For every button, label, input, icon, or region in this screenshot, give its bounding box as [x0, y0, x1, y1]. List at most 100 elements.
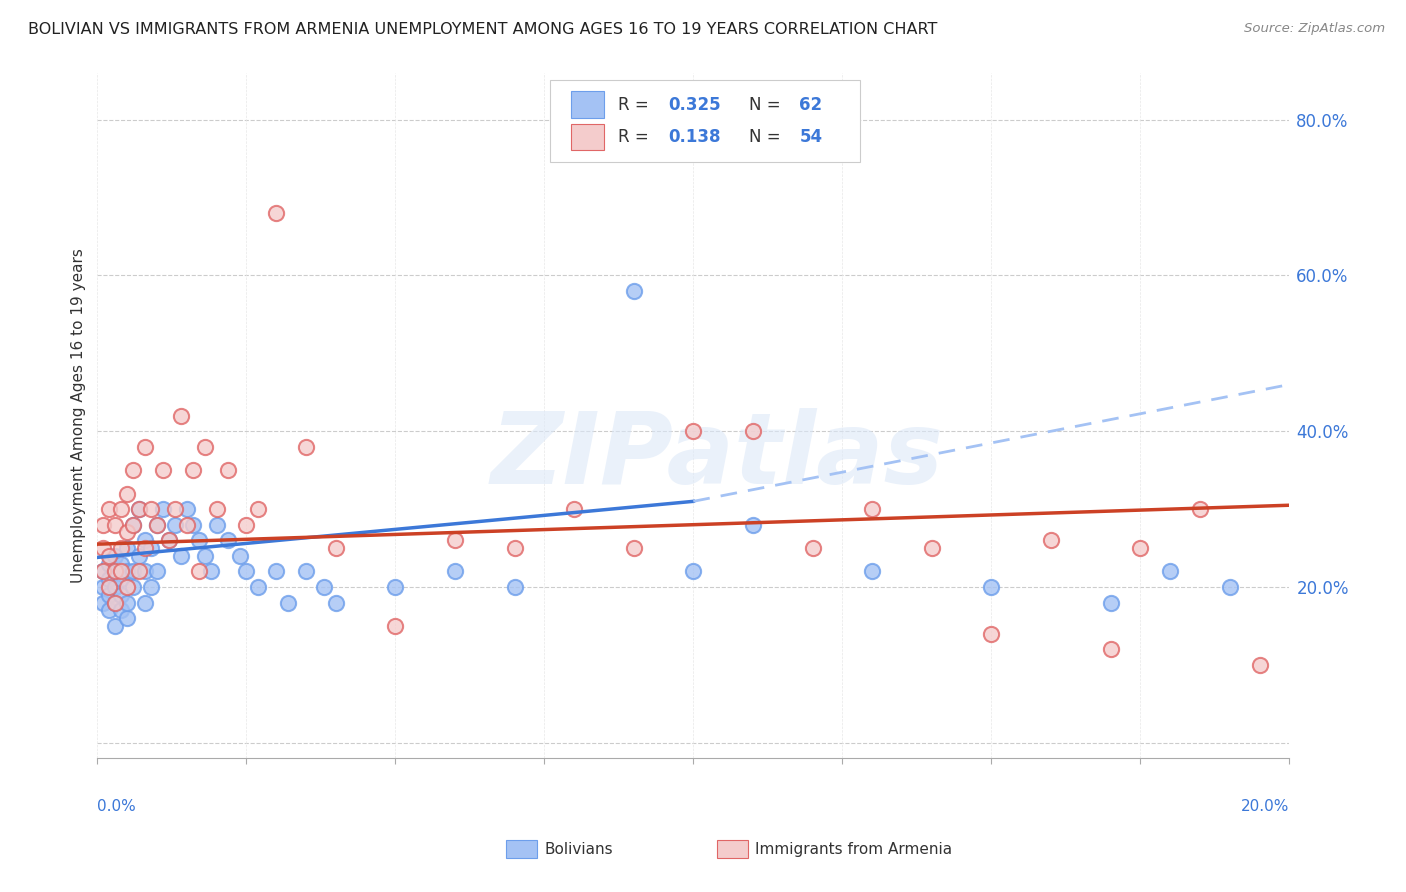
Point — [139, 580, 162, 594]
Point — [170, 409, 193, 423]
Point — [1159, 565, 1181, 579]
Text: R =: R = — [619, 128, 659, 146]
Text: BOLIVIAN VS IMMIGRANTS FROM ARMENIA UNEMPLOYMENT AMONG AGES 16 TO 19 YEARS CORRE: BOLIVIAN VS IMMIGRANTS FROM ARMENIA UNEM… — [28, 22, 938, 37]
Text: 20.0%: 20.0% — [1241, 799, 1289, 814]
Point — [194, 549, 217, 563]
Point — [1188, 502, 1211, 516]
Point — [860, 565, 883, 579]
Bar — [571, 124, 605, 151]
Point — [128, 502, 150, 516]
Point — [295, 440, 318, 454]
Point — [801, 541, 824, 555]
Point — [562, 502, 585, 516]
Point — [235, 517, 257, 532]
Point — [134, 596, 156, 610]
Point — [1249, 657, 1271, 672]
Point — [115, 525, 138, 540]
Point — [163, 517, 186, 532]
Text: Immigrants from Armenia: Immigrants from Armenia — [755, 842, 952, 856]
Point — [194, 440, 217, 454]
Point — [181, 517, 204, 532]
Point — [91, 565, 114, 579]
Point — [163, 502, 186, 516]
Point — [104, 549, 127, 563]
Point — [128, 565, 150, 579]
Point — [325, 596, 347, 610]
Point — [91, 596, 114, 610]
Point — [444, 533, 467, 548]
Point — [98, 580, 121, 594]
Text: Bolivians: Bolivians — [544, 842, 613, 856]
Point — [104, 580, 127, 594]
Point — [110, 502, 132, 516]
Point — [623, 541, 645, 555]
Point — [110, 565, 132, 579]
Point — [128, 549, 150, 563]
Text: Source: ZipAtlas.com: Source: ZipAtlas.com — [1244, 22, 1385, 36]
Point — [176, 502, 198, 516]
Point — [146, 517, 169, 532]
Point — [1099, 596, 1122, 610]
Point — [682, 565, 704, 579]
Point — [110, 603, 132, 617]
Point — [742, 517, 765, 532]
Point — [217, 463, 239, 477]
Point — [277, 596, 299, 610]
Point — [110, 572, 132, 586]
Point — [115, 611, 138, 625]
Point — [91, 541, 114, 555]
Point — [1099, 642, 1122, 657]
Point — [312, 580, 335, 594]
Point — [157, 533, 180, 548]
Point — [235, 565, 257, 579]
Point — [742, 424, 765, 438]
Text: ZIPatlas: ZIPatlas — [491, 409, 943, 505]
FancyBboxPatch shape — [550, 79, 860, 162]
Text: N =: N = — [749, 95, 786, 113]
Point — [110, 557, 132, 571]
Point — [91, 580, 114, 594]
Point — [98, 572, 121, 586]
Point — [217, 533, 239, 548]
Point — [91, 565, 114, 579]
Point — [134, 440, 156, 454]
Point — [205, 502, 228, 516]
Point — [122, 517, 145, 532]
Point — [122, 580, 145, 594]
Point — [503, 541, 526, 555]
Point — [104, 565, 127, 579]
Point — [503, 580, 526, 594]
Text: 54: 54 — [800, 128, 823, 146]
Point — [1129, 541, 1152, 555]
Point — [200, 565, 222, 579]
Point — [229, 549, 252, 563]
Point — [1219, 580, 1241, 594]
Point — [682, 424, 704, 438]
Point — [205, 517, 228, 532]
Point — [157, 533, 180, 548]
Point — [98, 549, 121, 563]
Point — [110, 588, 132, 602]
Point — [181, 463, 204, 477]
Point — [187, 565, 209, 579]
Point — [325, 541, 347, 555]
Point — [921, 541, 943, 555]
Point — [623, 284, 645, 298]
Point — [122, 565, 145, 579]
Point — [115, 580, 138, 594]
Point — [128, 502, 150, 516]
Point — [122, 517, 145, 532]
Point — [98, 588, 121, 602]
Text: 0.0%: 0.0% — [97, 799, 136, 814]
Point — [152, 463, 174, 477]
Point — [980, 580, 1002, 594]
Bar — [571, 92, 605, 118]
Point — [444, 565, 467, 579]
Point — [264, 206, 287, 220]
Point — [170, 549, 193, 563]
Point — [384, 580, 406, 594]
Point — [104, 565, 127, 579]
Point — [110, 541, 132, 555]
Point — [115, 541, 138, 555]
Point — [187, 533, 209, 548]
